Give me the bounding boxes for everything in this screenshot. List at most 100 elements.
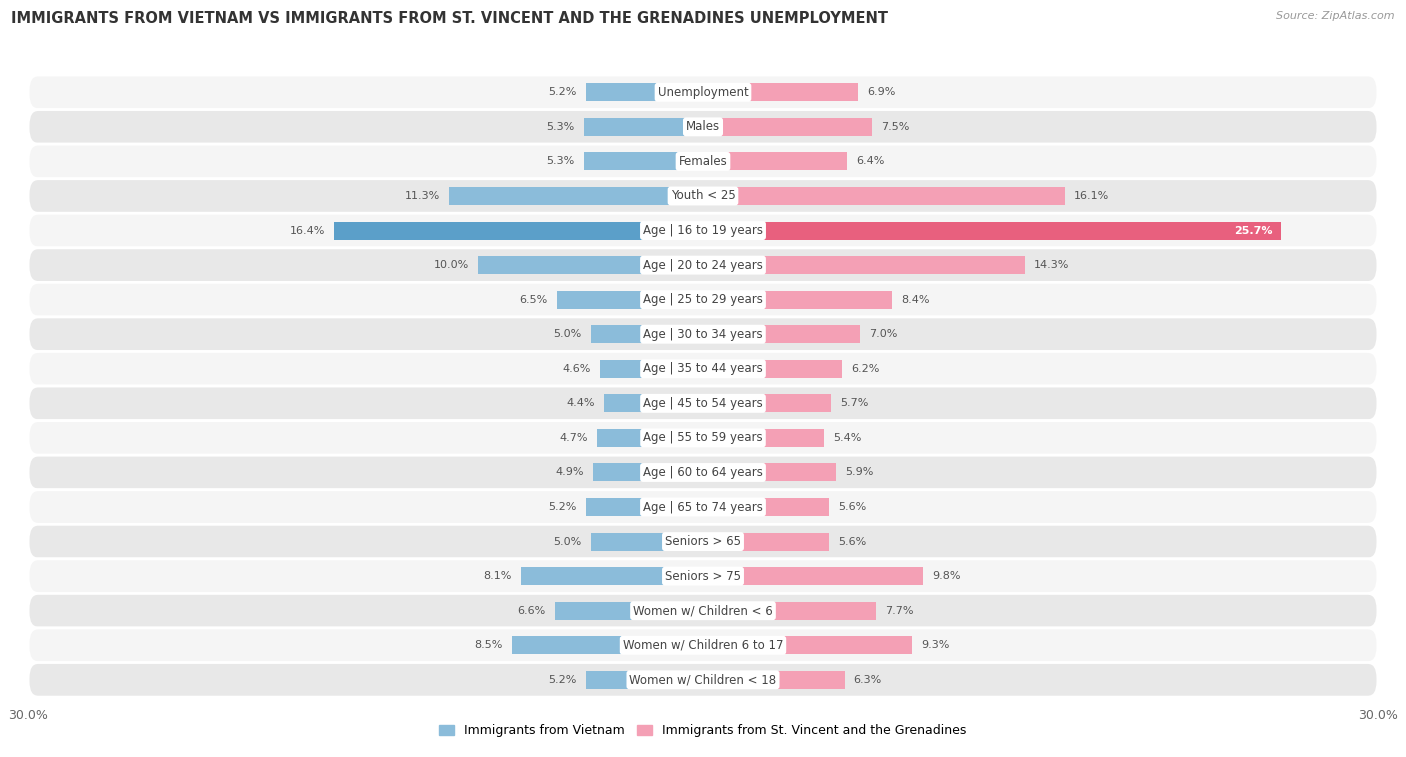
Text: Age | 45 to 54 years: Age | 45 to 54 years xyxy=(643,397,763,410)
Bar xyxy=(703,567,924,585)
Legend: Immigrants from Vietnam, Immigrants from St. Vincent and the Grenadines: Immigrants from Vietnam, Immigrants from… xyxy=(434,719,972,743)
FancyBboxPatch shape xyxy=(28,490,1378,525)
Bar xyxy=(703,360,842,378)
Text: 6.2%: 6.2% xyxy=(852,364,880,374)
Text: Females: Females xyxy=(679,155,727,168)
Bar xyxy=(512,637,703,654)
Text: 6.3%: 6.3% xyxy=(853,674,882,685)
Text: Youth < 25: Youth < 25 xyxy=(671,189,735,202)
FancyBboxPatch shape xyxy=(28,662,1378,697)
Bar xyxy=(703,602,876,620)
Text: Age | 16 to 19 years: Age | 16 to 19 years xyxy=(643,224,763,237)
FancyBboxPatch shape xyxy=(28,593,1378,628)
FancyBboxPatch shape xyxy=(28,317,1378,351)
Bar xyxy=(586,83,703,101)
Bar xyxy=(554,602,703,620)
Text: Women w/ Children 6 to 17: Women w/ Children 6 to 17 xyxy=(623,639,783,652)
Text: 6.5%: 6.5% xyxy=(520,294,548,304)
Text: Unemployment: Unemployment xyxy=(658,86,748,99)
Text: 7.5%: 7.5% xyxy=(880,122,910,132)
Bar xyxy=(703,394,831,413)
Text: 5.7%: 5.7% xyxy=(841,398,869,408)
Bar xyxy=(703,326,860,343)
FancyBboxPatch shape xyxy=(28,144,1378,179)
Bar xyxy=(703,498,830,516)
Text: 4.6%: 4.6% xyxy=(562,364,591,374)
Bar xyxy=(593,463,703,481)
Bar xyxy=(703,83,858,101)
Bar xyxy=(703,429,824,447)
FancyBboxPatch shape xyxy=(28,213,1378,248)
Text: 6.4%: 6.4% xyxy=(856,157,884,167)
FancyBboxPatch shape xyxy=(28,282,1378,317)
Bar xyxy=(703,187,1066,205)
Bar xyxy=(598,429,703,447)
Text: Age | 35 to 44 years: Age | 35 to 44 years xyxy=(643,363,763,375)
Bar xyxy=(703,152,846,170)
Text: Age | 30 to 34 years: Age | 30 to 34 years xyxy=(643,328,763,341)
Text: 14.3%: 14.3% xyxy=(1033,260,1069,270)
Bar xyxy=(605,394,703,413)
Bar xyxy=(703,118,872,136)
Text: 10.0%: 10.0% xyxy=(434,260,470,270)
FancyBboxPatch shape xyxy=(28,75,1378,110)
Text: 5.3%: 5.3% xyxy=(547,122,575,132)
Bar xyxy=(703,222,1281,239)
Text: Males: Males xyxy=(686,120,720,133)
FancyBboxPatch shape xyxy=(28,386,1378,421)
Text: Seniors > 75: Seniors > 75 xyxy=(665,570,741,583)
Text: Age | 25 to 29 years: Age | 25 to 29 years xyxy=(643,293,763,306)
Text: 5.0%: 5.0% xyxy=(554,329,582,339)
FancyBboxPatch shape xyxy=(28,351,1378,386)
Text: 9.8%: 9.8% xyxy=(932,571,960,581)
FancyBboxPatch shape xyxy=(28,248,1378,282)
Text: Women w/ Children < 18: Women w/ Children < 18 xyxy=(630,673,776,687)
Text: 5.0%: 5.0% xyxy=(554,537,582,547)
Text: 11.3%: 11.3% xyxy=(405,191,440,201)
Text: Age | 65 to 74 years: Age | 65 to 74 years xyxy=(643,500,763,513)
Bar xyxy=(583,152,703,170)
Bar xyxy=(586,671,703,689)
Text: 5.2%: 5.2% xyxy=(548,674,576,685)
Text: Women w/ Children < 6: Women w/ Children < 6 xyxy=(633,604,773,617)
Bar xyxy=(591,326,703,343)
Text: 7.7%: 7.7% xyxy=(886,606,914,615)
FancyBboxPatch shape xyxy=(28,525,1378,559)
Text: 4.7%: 4.7% xyxy=(560,433,588,443)
Text: 8.1%: 8.1% xyxy=(484,571,512,581)
Text: 5.9%: 5.9% xyxy=(845,468,873,478)
Text: 5.3%: 5.3% xyxy=(547,157,575,167)
Bar xyxy=(591,533,703,550)
FancyBboxPatch shape xyxy=(28,455,1378,490)
Bar xyxy=(703,533,830,550)
Text: 5.4%: 5.4% xyxy=(834,433,862,443)
Text: 6.9%: 6.9% xyxy=(868,87,896,98)
Text: Age | 60 to 64 years: Age | 60 to 64 years xyxy=(643,466,763,479)
Text: Age | 55 to 59 years: Age | 55 to 59 years xyxy=(643,431,763,444)
Bar xyxy=(335,222,703,239)
Bar xyxy=(478,256,703,274)
Bar xyxy=(449,187,703,205)
FancyBboxPatch shape xyxy=(28,179,1378,213)
Text: 5.2%: 5.2% xyxy=(548,502,576,512)
Text: 4.9%: 4.9% xyxy=(555,468,583,478)
Bar xyxy=(520,567,703,585)
Text: Source: ZipAtlas.com: Source: ZipAtlas.com xyxy=(1277,11,1395,21)
Text: IMMIGRANTS FROM VIETNAM VS IMMIGRANTS FROM ST. VINCENT AND THE GRENADINES UNEMPL: IMMIGRANTS FROM VIETNAM VS IMMIGRANTS FR… xyxy=(11,11,889,26)
FancyBboxPatch shape xyxy=(28,559,1378,593)
Bar xyxy=(703,671,845,689)
Text: 16.1%: 16.1% xyxy=(1074,191,1109,201)
FancyBboxPatch shape xyxy=(28,421,1378,455)
Bar xyxy=(703,256,1025,274)
Text: 8.5%: 8.5% xyxy=(474,640,503,650)
Text: 4.4%: 4.4% xyxy=(567,398,595,408)
Text: Seniors > 65: Seniors > 65 xyxy=(665,535,741,548)
FancyBboxPatch shape xyxy=(28,110,1378,144)
Text: 5.6%: 5.6% xyxy=(838,537,866,547)
Bar xyxy=(586,498,703,516)
Bar xyxy=(703,463,835,481)
Text: 7.0%: 7.0% xyxy=(869,329,898,339)
Text: 6.6%: 6.6% xyxy=(517,606,546,615)
Bar xyxy=(583,118,703,136)
Text: Age | 20 to 24 years: Age | 20 to 24 years xyxy=(643,259,763,272)
